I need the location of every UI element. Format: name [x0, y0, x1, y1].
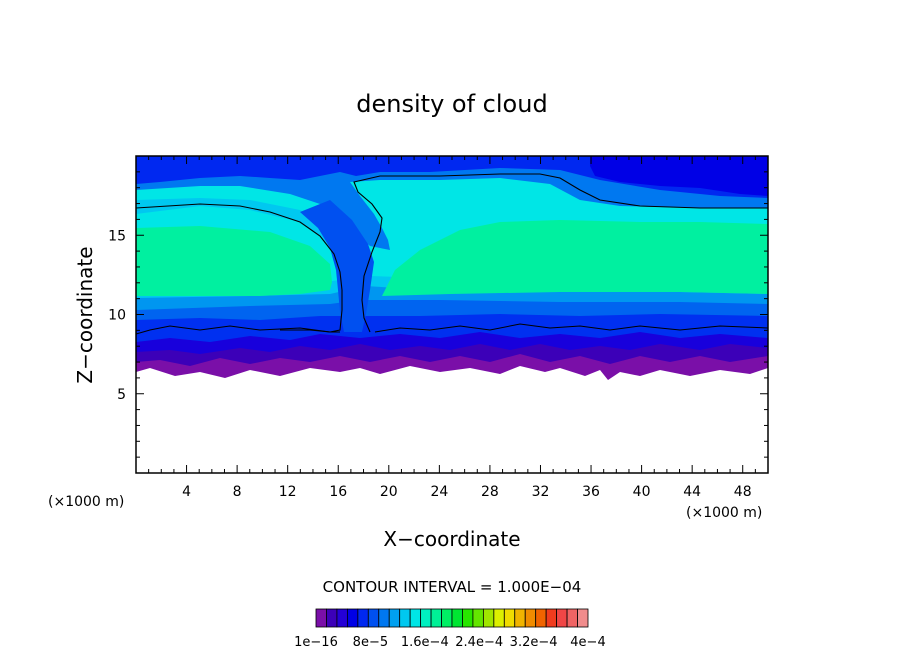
- colorbar-swatch: [430, 608, 442, 628]
- colorbar-swatch: [462, 608, 474, 628]
- x-tick-label: 12: [279, 484, 297, 500]
- colorbar: [315, 608, 589, 628]
- contour-interval-label: CONTOUR INTERVAL = 1.000E−04: [323, 578, 582, 596]
- y-tick-label: 5: [117, 387, 126, 403]
- colorbar-swatch: [315, 608, 327, 628]
- colorbar-swatch: [409, 608, 422, 628]
- x-axis: 4 8 12 16 20 24 28 32 36 40 44 48: [148, 156, 756, 500]
- colorbar-swatch: [577, 608, 589, 628]
- colorbar-swatch: [451, 608, 463, 628]
- colorbar-swatch: [535, 608, 547, 628]
- y-axis-unit: (×1000 m): [48, 494, 124, 510]
- colorbar-swatch: [503, 608, 516, 628]
- x-tick-label: 44: [683, 484, 701, 500]
- y-axis-label: Z−coordinate: [73, 246, 97, 383]
- colorbar-swatch: [336, 608, 348, 628]
- colorbar-swatch: [326, 608, 338, 628]
- colorbar-swatch: [545, 608, 558, 628]
- colorbar-swatch: [420, 608, 432, 628]
- colorbar-swatch: [524, 608, 537, 628]
- colorbar-label: 4e−4: [570, 635, 605, 650]
- colorbar-swatch: [399, 608, 411, 628]
- colorbar-swatch: [493, 608, 505, 628]
- colorbar-swatch: [346, 608, 359, 628]
- x-axis-label: X−coordinate: [383, 527, 520, 551]
- y-axis: 5 10 15: [108, 171, 768, 458]
- colorbar-label: 1e−16: [294, 635, 338, 650]
- y-tick-label: 15: [108, 228, 126, 244]
- colorbar-swatch: [441, 608, 453, 628]
- x-tick-label: 8: [233, 484, 242, 500]
- x-tick-label: 36: [582, 484, 600, 500]
- x-tick-label: 24: [430, 484, 448, 500]
- colorbar-label: 3.2e−4: [510, 635, 558, 650]
- cloud-peak-band: [136, 226, 332, 296]
- chart-title: density of cloud: [356, 90, 547, 118]
- cloud-peak-band-right: [382, 220, 768, 296]
- x-tick-label: 40: [633, 484, 651, 500]
- colorbar-swatch: [378, 608, 390, 628]
- colorbar-swatch: [514, 608, 526, 628]
- colorbar-labels: 1e−16 8e−5 1.6e−4 2.4e−4 3.2e−4 4e−4: [294, 635, 606, 650]
- colorbar-swatch: [367, 608, 380, 628]
- plot-area: [136, 156, 768, 473]
- x-axis-unit: (×1000 m): [686, 505, 762, 521]
- colorbar-swatch: [482, 608, 495, 628]
- contour-line-top: [136, 173, 768, 333]
- colorbar-swatch: [566, 608, 578, 628]
- colorbar-swatch: [556, 608, 568, 628]
- colorbar-label: 1.6e−4: [401, 635, 449, 650]
- colorbar-swatch: [388, 608, 401, 628]
- cloud-stem: [300, 200, 374, 332]
- x-tick-label: 20: [380, 484, 398, 500]
- colorbar-label: 2.4e−4: [455, 635, 503, 650]
- x-tick-label: 48: [734, 484, 752, 500]
- x-tick-label: 16: [329, 484, 347, 500]
- colorbar-swatch: [357, 608, 369, 628]
- x-tick-label: 28: [481, 484, 499, 500]
- x-tick-label: 4: [182, 484, 191, 500]
- x-tick-label: 32: [532, 484, 550, 500]
- colorbar-label: 8e−5: [353, 635, 388, 650]
- cloud-layer-top-corner: [590, 156, 768, 196]
- colorbar-swatch: [472, 608, 484, 628]
- y-tick-label: 10: [108, 308, 126, 324]
